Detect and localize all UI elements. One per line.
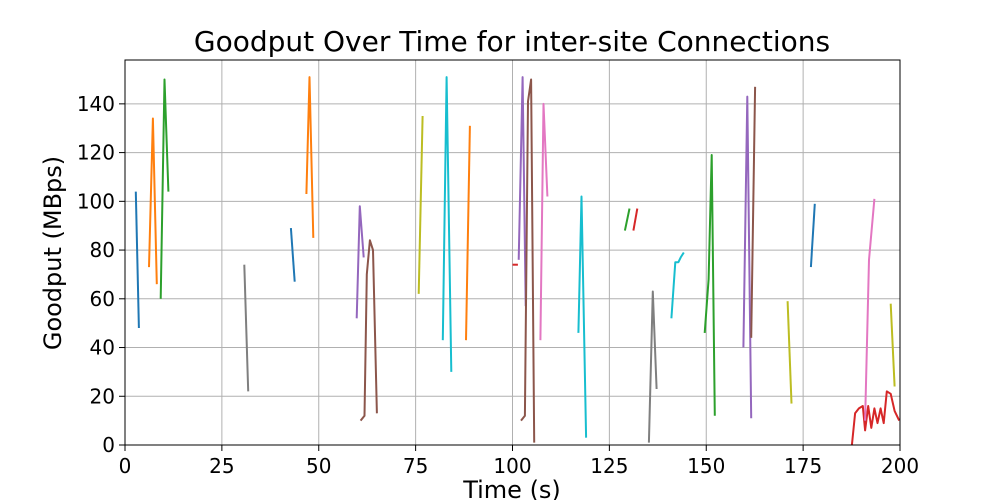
x-tick-label: 100 [493, 454, 531, 478]
y-tick-label: 120 [77, 141, 115, 165]
series-line-10 [465, 125, 471, 341]
series-line-25 [850, 390, 901, 446]
series-line-19 [670, 251, 685, 319]
x-axis-ticks: 0 25 50 75 100 125 150 175 200 [119, 445, 919, 478]
plot-lines [134, 76, 901, 446]
series-line-4 [289, 228, 296, 282]
x-tick-label: 150 [687, 454, 725, 478]
x-tick-label: 50 [306, 454, 331, 478]
y-tick-label: 0 [102, 433, 115, 457]
series-line-18 [647, 290, 658, 443]
y-tick-label: 20 [90, 384, 115, 408]
y-axis-ticks: 0 20 40 60 80 100 120 140 [77, 92, 125, 457]
y-tick-label: 80 [90, 238, 115, 262]
series-line-26 [864, 198, 876, 421]
x-tick-label: 175 [784, 454, 822, 478]
series-line-17 [632, 208, 639, 231]
x-axis-label: Time (s) [462, 476, 561, 500]
series-line-9 [441, 76, 453, 372]
y-tick-label: 100 [77, 189, 115, 213]
y-tick-label: 40 [90, 336, 115, 360]
series-line-20 [703, 154, 716, 416]
series-line-16 [623, 208, 631, 231]
series-line-1 [148, 117, 158, 285]
x-tick-label: 25 [209, 454, 234, 478]
series-line-13 [520, 78, 536, 443]
y-tick-label: 60 [90, 287, 115, 311]
y-axis-label: Goodput (MBps) [39, 156, 67, 350]
series-line-24 [809, 203, 816, 268]
series-line-8 [417, 115, 424, 294]
series-line-27 [889, 303, 896, 387]
series-line-6 [355, 205, 365, 319]
series-line-23 [786, 301, 793, 404]
series-line-7 [359, 239, 378, 422]
series-line-15 [577, 195, 588, 438]
series-line-22 [750, 86, 757, 338]
series-line-5 [305, 76, 315, 238]
series-line-12 [517, 76, 527, 307]
series-line-2 [159, 78, 170, 299]
x-tick-label: 200 [881, 454, 919, 478]
x-tick-label: 75 [403, 454, 428, 478]
x-tick-label: 0 [119, 454, 132, 478]
series-line-3 [243, 264, 250, 392]
series-line-21 [742, 95, 753, 419]
series-line-0 [134, 191, 140, 329]
series-line-14 [539, 102, 549, 341]
chart-title: Goodput Over Time for inter-site Connect… [194, 25, 830, 58]
x-tick-label: 125 [590, 454, 628, 478]
y-tick-label: 140 [77, 92, 115, 116]
